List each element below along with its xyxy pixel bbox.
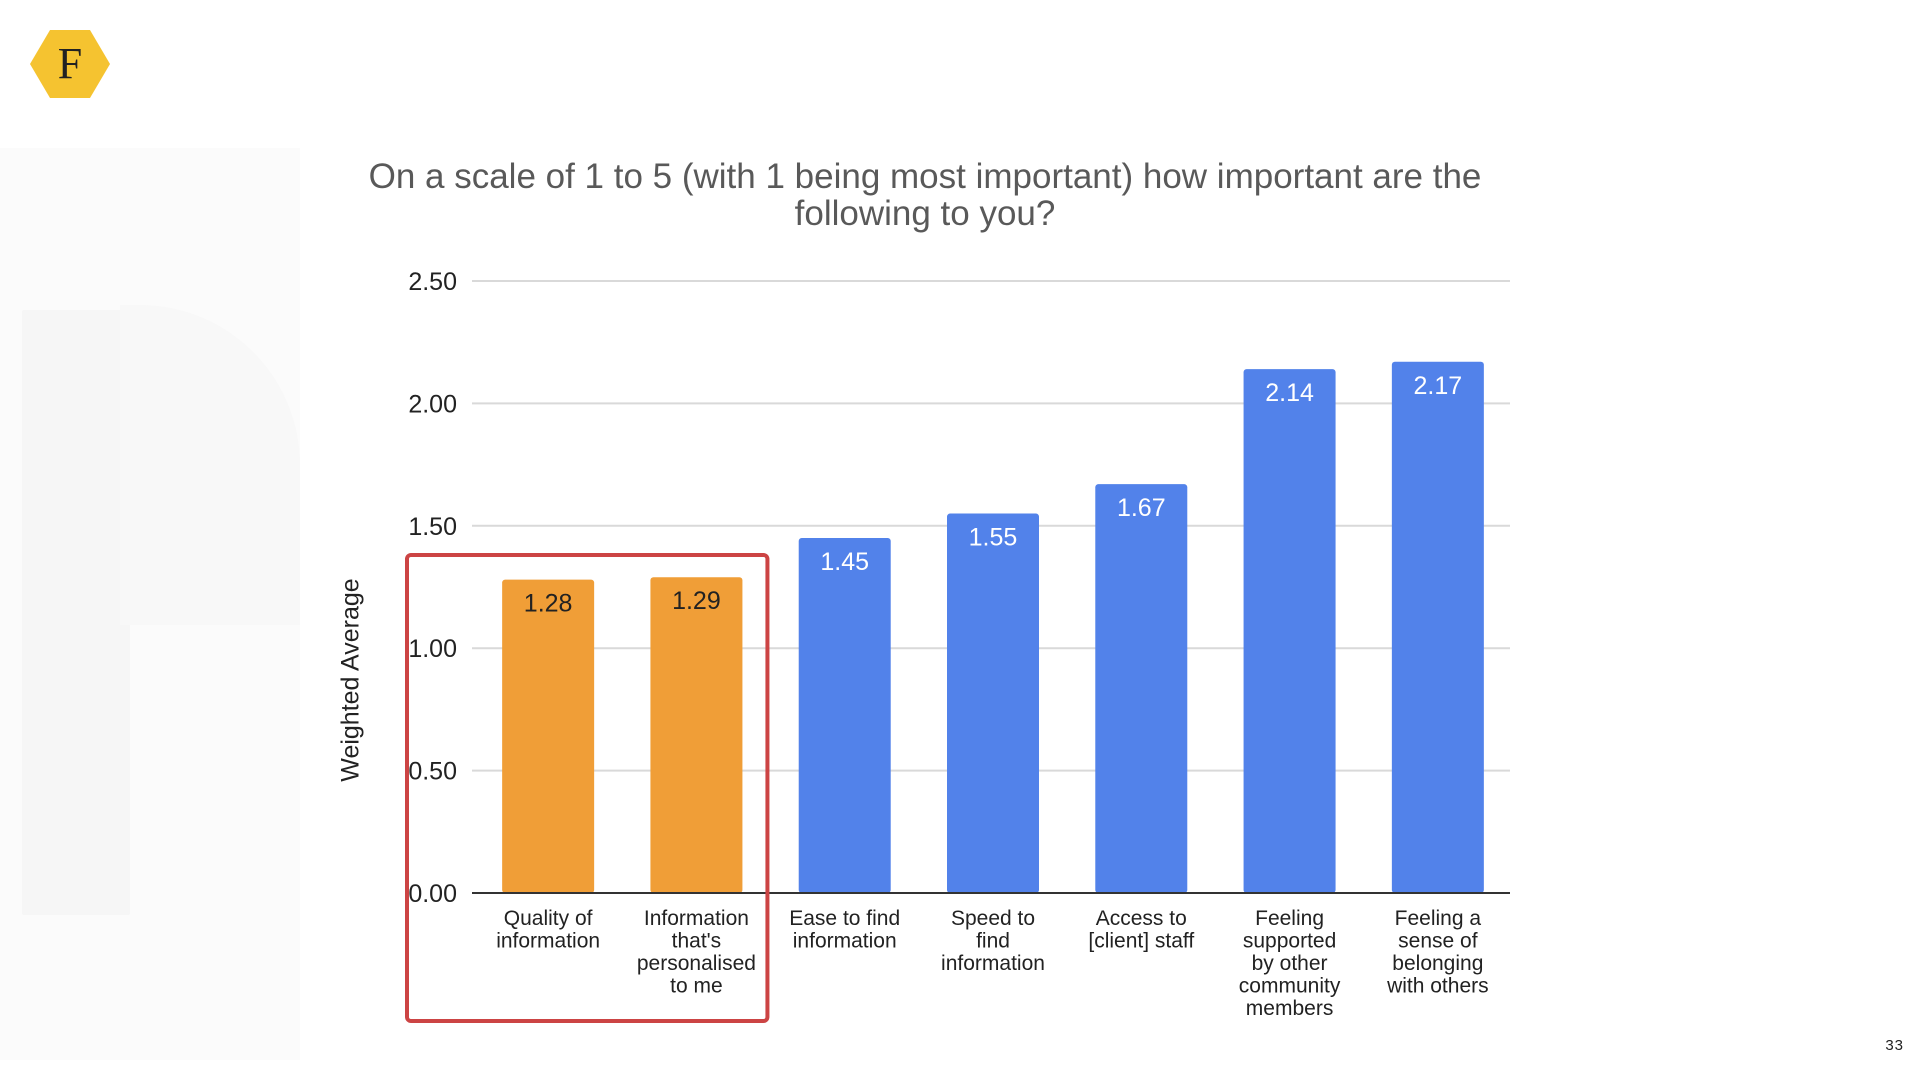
x-tick-label: personalised [637,952,756,975]
bar [502,579,595,893]
x-tick-label: information [941,952,1045,975]
x-tick-label: Ease to find [789,907,900,930]
data-label: 1.55 [969,524,1018,552]
bar [947,513,1039,893]
y-tick-label: 1.50 [408,513,457,541]
x-tick-label: [client] staff [1088,930,1194,953]
y-tick-label: 1.00 [408,635,457,663]
x-tick-label: to me [670,975,723,998]
x-tick-label: sense of [1398,930,1478,953]
x-tick-label: Quality of [504,907,593,930]
y-tick-label: 0.00 [408,880,457,908]
background-watermark-bar [22,310,130,915]
bar [650,577,743,893]
x-tick-label: Speed to [951,907,1035,930]
highlight-box [405,553,770,1023]
data-label: 2.14 [1265,379,1314,407]
logo-hexagon [30,30,110,98]
bar [1243,369,1336,893]
data-label: 1.29 [672,587,721,615]
x-tick-label: Information [644,907,749,930]
y-tick-label: 0.50 [408,758,457,786]
data-label: 2.17 [1414,372,1463,400]
x-tick-label: Feeling a [1395,907,1482,930]
page-number: 33 [1885,1037,1904,1054]
brand-logo: F [30,30,110,98]
y-tick-label: 2.50 [408,268,457,296]
x-tick-label: by other [1252,952,1328,975]
x-tick-label: Feeling [1255,907,1324,930]
bar [1095,484,1188,893]
chart-title: On a scale of 1 to 5 (with 1 being most … [368,157,1482,233]
x-tick-label: that's [672,930,722,953]
y-tick-label: 2.00 [408,390,457,418]
x-tick-label: supported [1243,930,1336,953]
data-label: 1.28 [524,590,573,618]
x-tick-label: community [1239,975,1341,998]
x-tick-label: find [976,930,1010,953]
x-tick-label: members [1246,997,1334,1020]
x-tick-label: Access to [1096,907,1187,930]
bar [1391,361,1484,893]
x-tick-label: information [793,930,897,953]
x-tick-label: information [496,930,600,953]
logo-letter: F [58,39,82,88]
data-label: 1.67 [1117,494,1166,522]
x-tick-label: with others [1386,975,1489,998]
x-tick-label: belonging [1392,952,1483,975]
bar [798,538,891,893]
data-label: 1.45 [820,548,869,576]
